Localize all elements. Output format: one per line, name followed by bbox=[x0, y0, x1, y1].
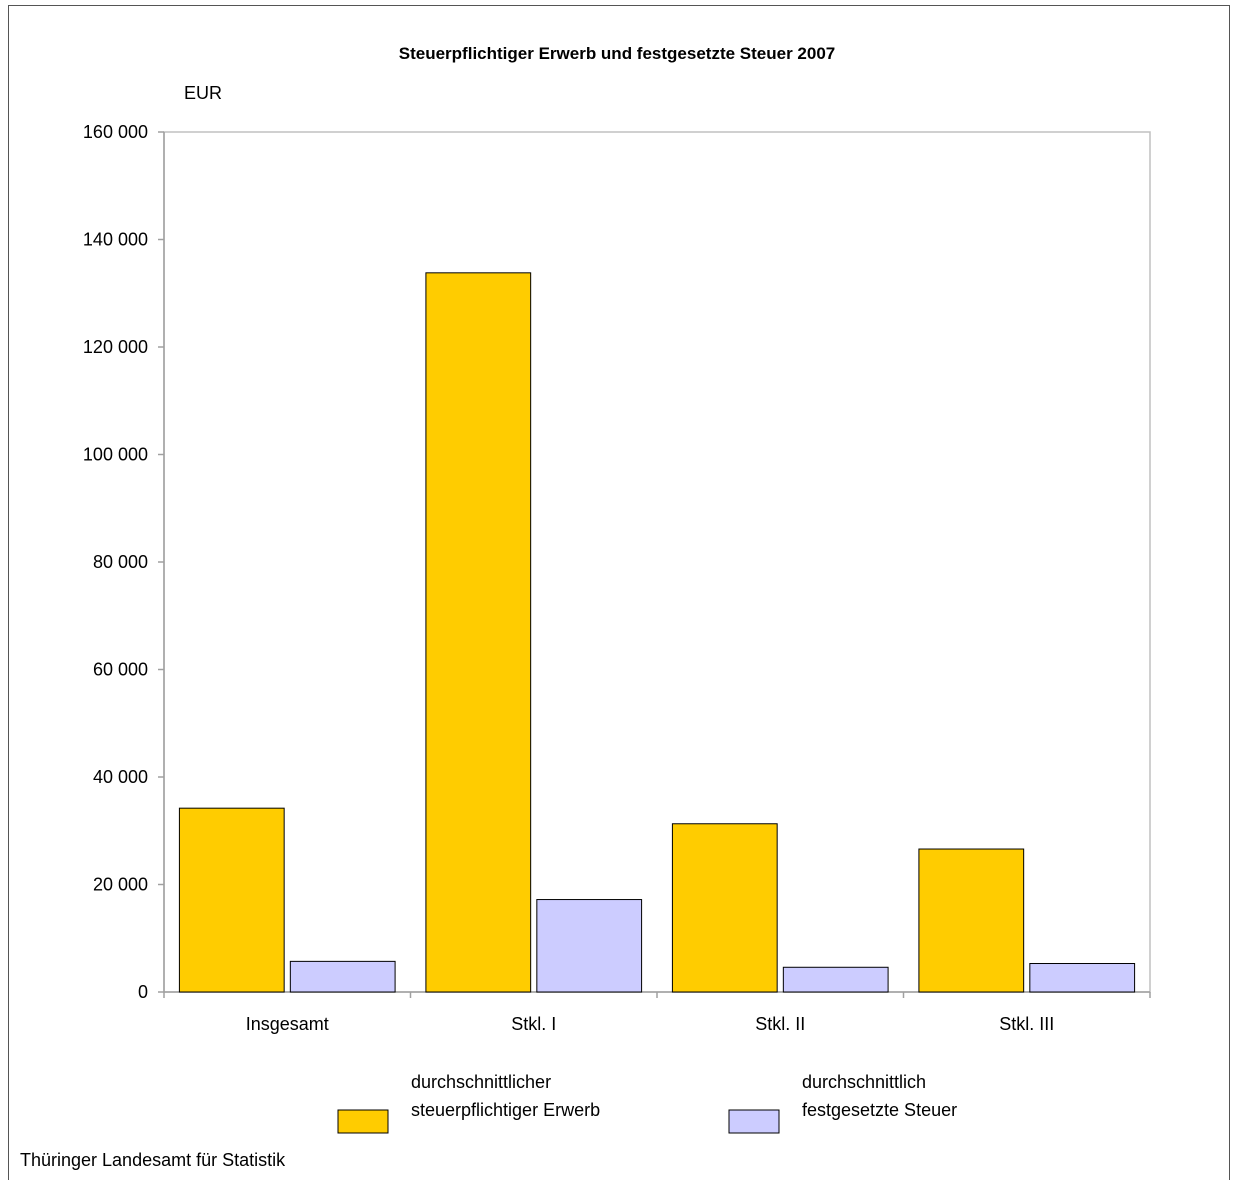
bar bbox=[425, 272, 532, 993]
x-tick-label: Stkl. I bbox=[511, 1014, 556, 1034]
y-axis-unit-label: EUR bbox=[184, 83, 222, 103]
bar bbox=[1029, 963, 1136, 993]
legend-label: steuerpflichtiger Erwerb bbox=[411, 1100, 600, 1120]
plot-area: 0 20 000 40 000 60 000 80 000 100 000 120 000 1… bbox=[83, 122, 1151, 1034]
y-tick-label: 60 000 bbox=[93, 660, 148, 680]
y-tick-label: 140 000 bbox=[83, 230, 148, 250]
bar bbox=[918, 848, 1025, 993]
bar bbox=[782, 966, 889, 993]
bar bbox=[178, 807, 285, 993]
source-note: Thüringer Landesamt für Statistik bbox=[20, 1150, 286, 1170]
x-tick-label: Insgesamt bbox=[246, 1014, 329, 1034]
legend: durchschnittlicher steuerpflichtiger Erwe… bbox=[337, 1072, 957, 1134]
bar bbox=[671, 823, 778, 993]
y-tick-label: 20 000 bbox=[93, 875, 148, 895]
legend-swatch bbox=[728, 1109, 780, 1134]
bar bbox=[289, 960, 396, 993]
y-tick-label: 100 000 bbox=[83, 445, 148, 465]
y-tick-label: 120 000 bbox=[83, 337, 148, 357]
x-tick-label: Stkl. III bbox=[999, 1014, 1054, 1034]
y-tick-label: 80 000 bbox=[93, 552, 148, 572]
legend-label: festgesetzte Steuer bbox=[802, 1100, 957, 1120]
x-tick-label: Stkl. II bbox=[755, 1014, 805, 1034]
y-tick-label: 40 000 bbox=[93, 767, 148, 787]
chart-frame bbox=[8, 5, 1230, 1180]
legend-swatch bbox=[337, 1109, 389, 1134]
y-tick-label: 160 000 bbox=[83, 122, 148, 142]
y-tick-label: 0 bbox=[138, 982, 148, 1002]
legend-label: durchschnittlicher bbox=[411, 1072, 551, 1092]
chart-title: Steuerpflichtiger Erwerb und festgesetzt… bbox=[399, 44, 835, 63]
bar bbox=[536, 899, 643, 993]
legend-label: durchschnittlich bbox=[802, 1072, 926, 1092]
